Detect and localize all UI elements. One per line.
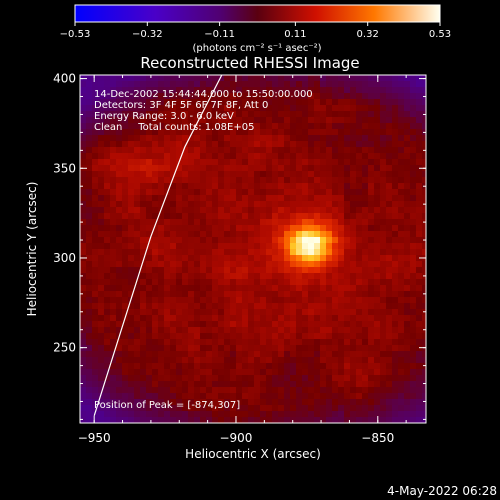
y-tick-label: 300 <box>53 251 76 265</box>
annotation-energy: Energy Range: 3.0 - 6.0 keV <box>94 111 234 122</box>
y-axis-label: Heliocentric Y (arcsec) <box>25 182 39 317</box>
colorbar-tick-label: 0.53 <box>429 29 451 40</box>
y-tick-label: 400 <box>53 72 76 86</box>
peak-position-label: Position of Peak = [-874,307] <box>94 400 240 411</box>
annotation-clean: Clean Total counts: 1.08E+05 <box>94 122 254 133</box>
x-tick-label: −900 <box>219 431 252 445</box>
plot-frame <box>79 74 427 424</box>
x-tick-label: −950 <box>78 431 111 445</box>
solar-limb-curve <box>93 75 223 416</box>
colorbar-tick-label: −0.32 <box>132 29 163 40</box>
footer-date: 4-May-2022 06:28 <box>387 484 497 498</box>
colorbar-tick-label: 0.32 <box>357 29 379 40</box>
colorbar-tick-label: −0.53 <box>60 29 91 40</box>
heatmap-image <box>80 75 426 423</box>
y-tick-label: 350 <box>53 161 76 175</box>
colorbar-gradient <box>74 4 441 23</box>
chart-title: Reconstructed RHESSI Image <box>140 54 359 72</box>
colorbar-units-label: (photons cm⁻² s⁻¹ asec⁻²) <box>192 43 321 54</box>
x-tick-label: −850 <box>361 431 394 445</box>
y-tick-label: 250 <box>53 341 76 355</box>
x-axis-label: Heliocentric X (arcsec) <box>185 447 321 461</box>
colorbar: −0.53 −0.32 −0.11 0.11 0.32 0.53 (photons cm⁻… <box>60 4 451 54</box>
annotation-detectors: Detectors: 3F 4F 5F 6F 7F 8F, Att 0 <box>94 100 268 111</box>
annotation-time: 14-Dec-2002 15:44:44.000 to 15:50:00.000 <box>94 89 313 100</box>
colorbar-tick-label: 0.11 <box>284 29 306 40</box>
colorbar-tick-label: −0.11 <box>204 29 235 40</box>
